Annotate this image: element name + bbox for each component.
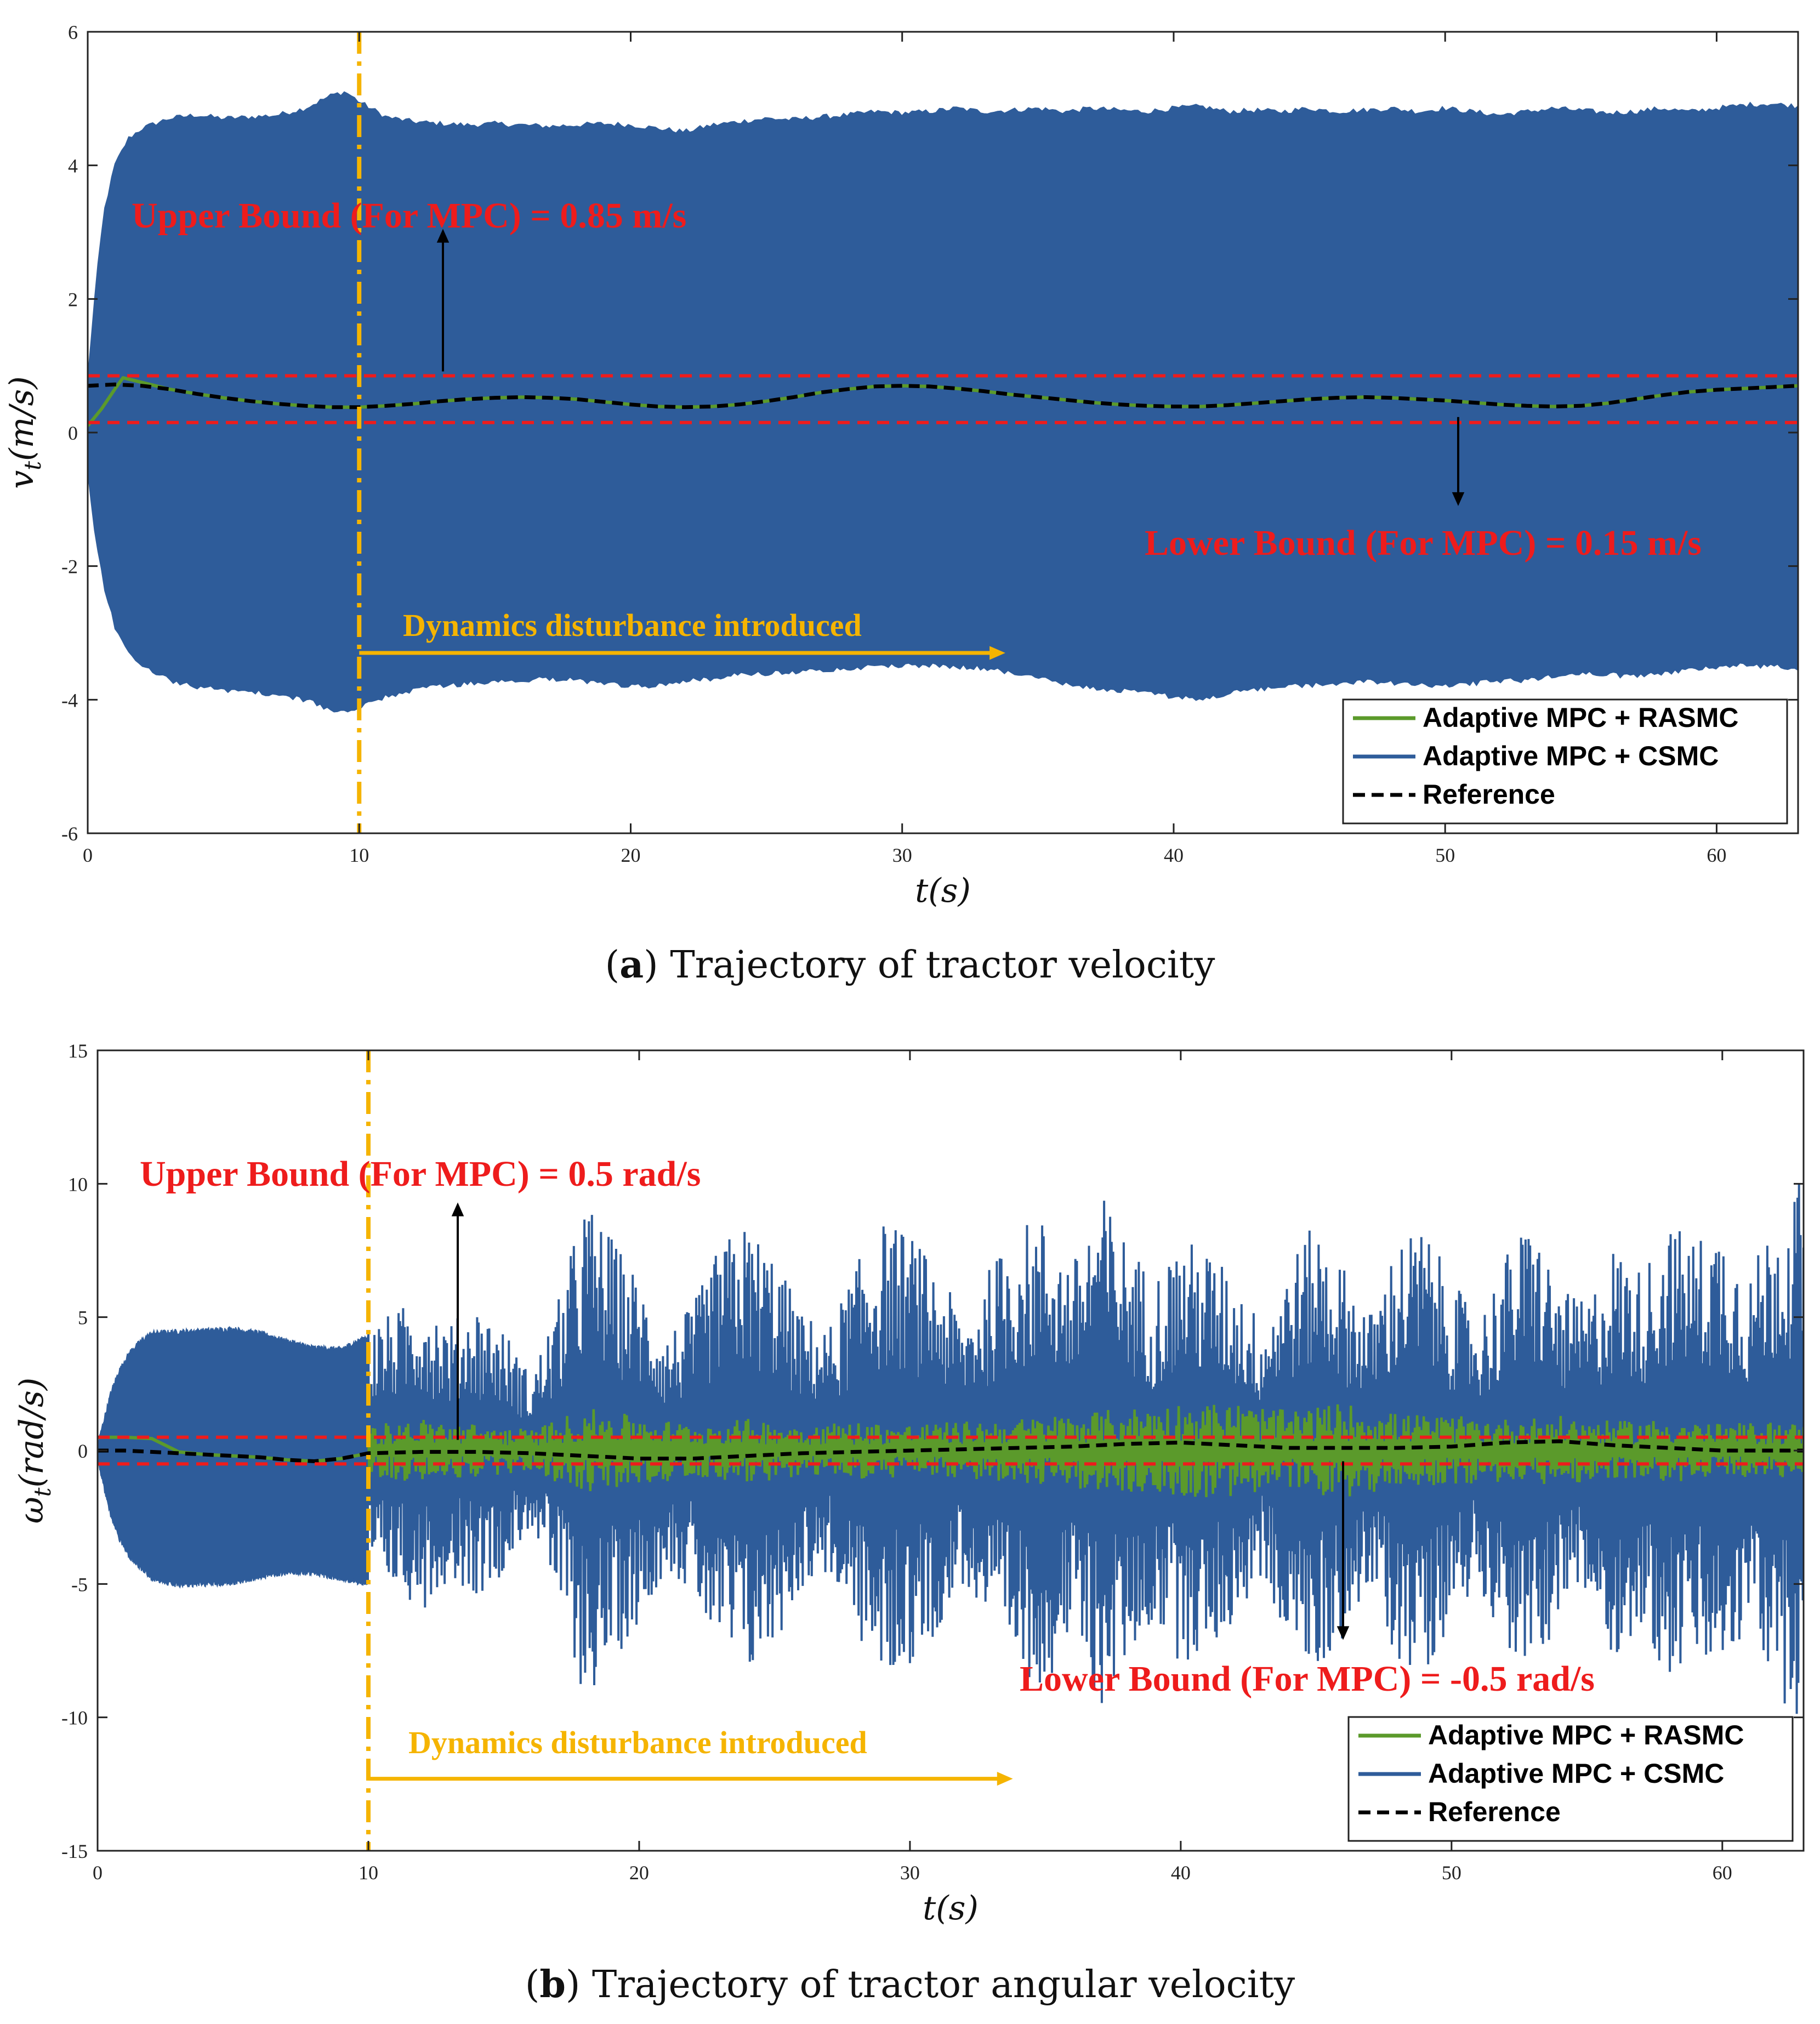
chart-a: 0 10 20 30 40 50 60 -6 -4 -2 0 2 4 6 t(s) vt(m/s) Upper … [3, 21, 1799, 910]
y-tick-label-a--2: -2 [61, 556, 78, 578]
y-tick-label-b--5: -5 [71, 1573, 88, 1595]
x-tick-label-b-10: 10 [359, 1862, 378, 1884]
series-reference-b [98, 1439, 1804, 1464]
y-tick-label-b-5: 5 [78, 1307, 88, 1329]
x-tick-label-b-20: 20 [629, 1862, 649, 1884]
lower-bound-annotation-a: Lower Bound (For MPC) = 0.15 m/s [1145, 523, 1702, 563]
y-tick-label-a-6: 6 [68, 21, 78, 43]
y-tick-label-a-2: 2 [68, 288, 78, 310]
caption-b: (b) Trajectory of tractor angular veloci… [525, 1963, 1295, 2006]
x-axis-label-a: t(s) [915, 872, 971, 910]
x-tick-label-b-40: 40 [1171, 1862, 1191, 1884]
legend-label-b-2: Reference [1428, 1796, 1561, 1827]
caption-a: (a) Trajectory of tractor velocity [605, 943, 1215, 987]
disturbance-annotation-b: Dynamics disturbance introduced [408, 1725, 867, 1760]
legend-label-a-0: Adaptive MPC + RASMC [1423, 702, 1738, 733]
x-tick-label-b-50: 50 [1442, 1862, 1461, 1884]
y-tick-label-a--4: -4 [61, 689, 78, 711]
plot-layer-b [98, 1184, 1804, 1714]
disturbance-annotation-a: Dynamics disturbance introduced [403, 607, 862, 643]
legend-box-a [1342, 698, 1788, 825]
series-rasmc-noise-b [367, 1404, 1804, 1498]
x-axis-label-b: t(s) [923, 1889, 979, 1928]
upper-bound-annotation-b: Upper Bound (For MPC) = 0.5 rad/s [140, 1154, 701, 1194]
upper-bound-annotation-a: Upper Bound (For MPC) = 0.85 m/s [132, 196, 686, 236]
y-tick-label-a-4: 4 [68, 155, 78, 177]
x-tick-label-a-60: 60 [1707, 844, 1726, 866]
y-axis-label-b: ωt(rad/s) [13, 1378, 56, 1524]
y-tick-label-a--6: -6 [61, 823, 78, 845]
legend-box-b [1347, 1716, 1794, 1842]
y-axis-label-a: vt(m/s) [3, 376, 46, 489]
series-csmc-envelope-a [88, 91, 1798, 713]
y-tick-label-b-15: 15 [68, 1040, 88, 1062]
x-tick-label-a-30: 30 [892, 844, 912, 866]
series-reference-a [88, 382, 1798, 410]
upper-arrow-head-a [436, 229, 450, 243]
legend-a: Adaptive MPC + RASMC Adaptive MPC + CSMC R… [1342, 698, 1788, 825]
disturbance-arrow-head-a [989, 646, 1005, 660]
x-tick-label-a-0: 0 [83, 844, 93, 866]
chart-b: 0 10 20 30 40 50 60 -15 -10 -5 0 5 10 15 t(s) ωt(rad/s)… [13, 1040, 1805, 1928]
legend-label-a-1: Adaptive MPC + CSMC [1423, 741, 1719, 771]
lower-arrow-head-b [1336, 1626, 1350, 1640]
legend-label-a-2: Reference [1423, 779, 1555, 810]
lower-bound-annotation-b: Lower Bound (For MPC) = -0.5 rad/s [1020, 1659, 1595, 1699]
legend-label-b-1: Adaptive MPC + CSMC [1428, 1758, 1724, 1789]
legend-label-b-0: Adaptive MPC + RASMC [1428, 1720, 1744, 1750]
y-tick-label-b--15: -15 [61, 1840, 88, 1862]
y-tick-label-b-10: 10 [68, 1173, 88, 1195]
x-tick-label-a-50: 50 [1435, 844, 1455, 866]
x-tick-label-a-20: 20 [621, 844, 640, 866]
x-tick-label-a-10: 10 [349, 844, 369, 866]
x-tick-label-b-60: 60 [1713, 1862, 1732, 1884]
y-tick-label-b-0: 0 [78, 1440, 88, 1462]
x-tick-label-a-40: 40 [1164, 844, 1184, 866]
y-tick-label-b--10: -10 [61, 1707, 88, 1729]
y-tick-label-a-0: 0 [68, 422, 78, 444]
x-tick-label-b-0: 0 [93, 1862, 103, 1884]
x-tick-label-b-30: 30 [900, 1862, 920, 1884]
upper-arrow-head-b [451, 1202, 464, 1216]
disturbance-arrow-head-b [997, 1772, 1013, 1786]
plot-layer-a [88, 91, 1798, 713]
legend-b: Adaptive MPC + RASMC Adaptive MPC + CSMC R… [1347, 1716, 1794, 1842]
lower-arrow-head-a [1452, 492, 1465, 507]
